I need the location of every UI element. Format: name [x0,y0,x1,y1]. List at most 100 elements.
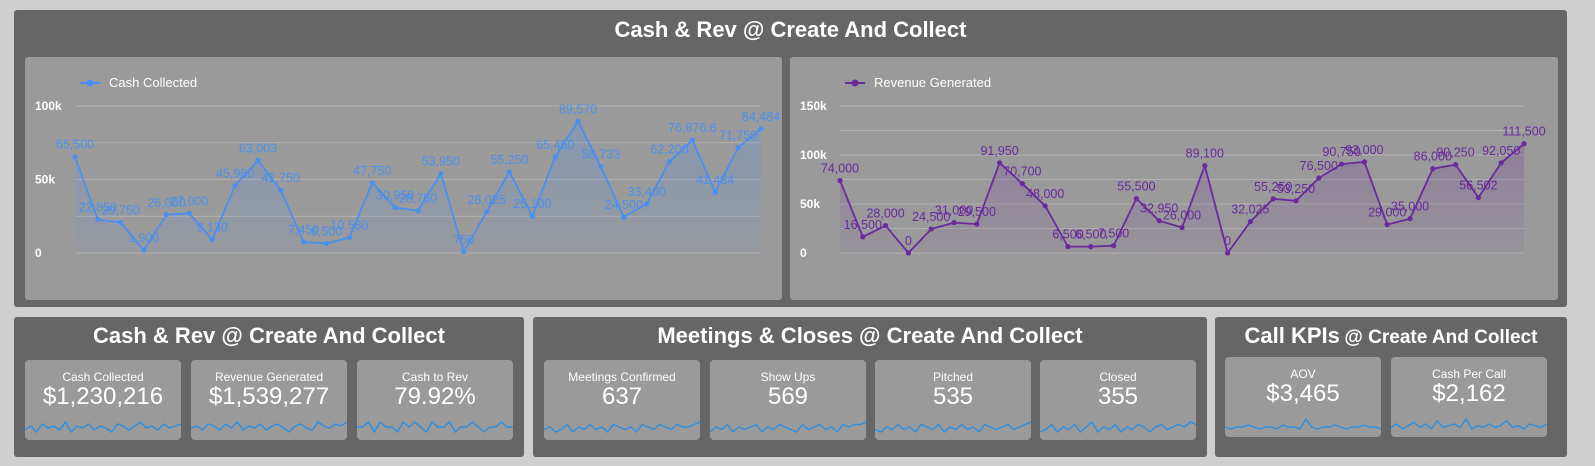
kpi-value: 535 [932,383,974,410]
data-point[interactable] [837,177,843,184]
data-point[interactable] [209,236,215,243]
data-point[interactable] [346,234,352,241]
kpi-show-ups[interactable]: Show Ups 569 [710,360,866,440]
data-point[interactable] [974,221,980,227]
data-point[interactable] [255,157,261,163]
data-point[interactable] [1498,160,1504,166]
data-point[interactable] [484,209,490,215]
data-point[interactable] [1453,161,1459,168]
data-point[interactable] [1133,196,1139,202]
data-point[interactable] [529,213,535,219]
data-label: 53,950 [422,155,460,169]
data-point[interactable] [860,234,866,240]
chart-legend[interactable]: Cash Collected [80,75,197,90]
data-label: 22,850 [79,200,117,214]
data-label: 74,000 [821,161,859,175]
revenue-generated-chart[interactable]: Revenue Generated 150k 100k 50k 0 74,000 16,50… [790,57,1558,300]
data-point[interactable] [1202,163,1208,169]
cash-rev-panel: Cash & Rev @ Create And Collect Cash Col… [14,317,524,457]
data-point[interactable] [95,216,101,223]
data-point[interactable] [141,247,147,253]
kpi-closed[interactable]: Closed 355 [1040,360,1196,440]
data-label: 41,434 [696,173,734,187]
data-label: 53,250 [1277,182,1315,196]
data-point[interactable] [1111,243,1117,249]
kpi-meetings-confirmed[interactable]: Meetings Confirmed 637 [544,360,700,440]
kpi-cash-to-rev[interactable]: Cash to Rev 79.92% [357,360,513,440]
data-point[interactable] [1225,250,1231,256]
data-point[interactable] [997,160,1003,166]
data-point[interactable] [735,144,741,151]
data-label: 58,733 [582,148,620,162]
sparkline-path [25,420,181,434]
data-point[interactable] [598,164,604,170]
data-point[interactable] [1088,244,1094,250]
data-point[interactable] [1316,175,1322,181]
data-point[interactable] [1430,166,1436,172]
data-point[interactable] [621,214,627,220]
sparkline [1040,420,1196,434]
data-point[interactable] [118,219,124,226]
data-point[interactable] [1065,244,1071,250]
data-point[interactable] [1339,161,1345,167]
data-label: 6,500 [1075,228,1106,242]
data-point[interactable] [1475,195,1481,201]
data-point[interactable] [438,171,444,177]
data-point[interactable] [644,201,650,207]
data-point[interactable] [323,240,330,247]
data-point[interactable] [712,189,718,195]
kpi-aov[interactable]: AOV $3,465 [1225,357,1381,437]
data-point[interactable] [758,126,764,132]
data-point[interactable] [1407,216,1413,222]
data-point[interactable] [163,212,170,218]
data-point[interactable] [369,180,375,186]
data-point[interactable] [461,249,467,255]
data-label: 92,050 [1482,144,1520,158]
data-point[interactable] [186,210,192,216]
data-point[interactable] [232,182,238,189]
data-point[interactable] [689,137,696,143]
data-point[interactable] [1156,218,1162,224]
data-point[interactable] [392,204,398,211]
kpi-revenue-generated[interactable]: Revenue Generated $1,539,277 [191,360,347,440]
data-point[interactable] [72,154,78,160]
sparkline [1391,417,1547,431]
data-point[interactable] [1384,221,1390,228]
data-point[interactable] [1247,219,1253,225]
cash-collected-chart[interactable]: Cash Collected 100k 50k 0 65,500 22,850 20,750… [25,57,782,300]
sparkline [1225,417,1381,430]
data-point[interactable] [1019,181,1025,187]
chart-legend[interactable]: Revenue Generated [845,75,991,90]
data-point[interactable] [552,154,558,160]
kpi-label: Cash Collected [62,370,144,384]
data-point[interactable] [415,208,421,214]
sparkline-path [191,420,347,433]
data-point[interactable] [928,226,934,232]
data-label: 7,500 [1098,227,1129,241]
data-point[interactable] [905,250,911,256]
data-point[interactable] [575,118,581,124]
data-point[interactable] [1521,141,1527,147]
kpi-cash-per-call[interactable]: Cash Per Call $2,162 [1391,357,1547,437]
data-label: 7,450 [288,223,319,237]
data-point[interactable] [1179,224,1185,231]
data-point[interactable] [1270,196,1276,202]
kpi-pitched[interactable]: Pitched 535 [875,360,1031,440]
sparkline [191,420,347,433]
top-panel: Cash & Rev @ Create And Collect Cash Col… [14,10,1567,307]
data-point[interactable] [951,220,957,226]
data-point[interactable] [1293,198,1299,204]
data-point[interactable] [301,239,307,245]
data-point[interactable] [506,169,513,175]
data-label: 33,400 [628,185,666,199]
data-point[interactable] [666,158,673,165]
kpi-value: 637 [601,383,643,410]
data-point[interactable] [1042,203,1048,209]
data-label: 84,484 [742,110,780,124]
kpi-cash-collected[interactable]: Cash Collected $1,230,216 [25,360,181,440]
data-label: 55,500 [1117,180,1155,194]
data-point[interactable] [278,187,284,193]
data-point[interactable] [883,222,889,229]
data-point[interactable] [1361,159,1367,165]
kpi-value: $3,465 [1266,380,1340,407]
